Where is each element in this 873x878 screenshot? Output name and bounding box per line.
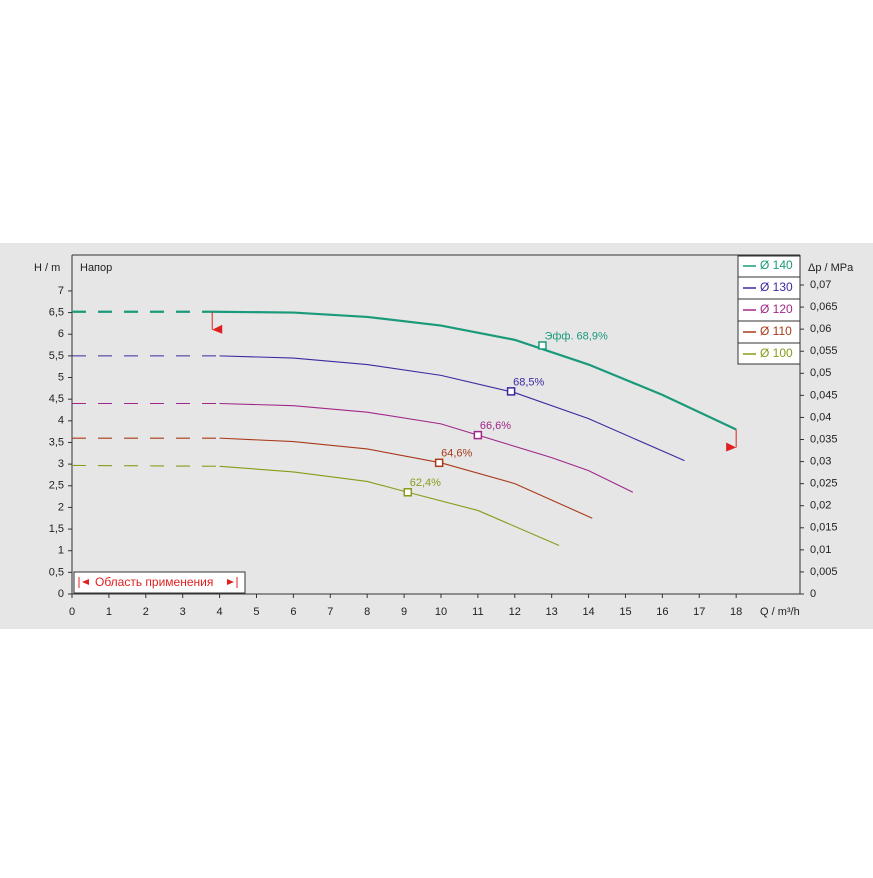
line (219, 465, 560, 547)
x-tick-label: 11 (472, 606, 483, 618)
x-tick-label: 3 (180, 606, 186, 618)
x-tick-label: 18 (730, 606, 742, 618)
chart-title: Напор (80, 262, 112, 274)
y2-tick-label: 0,025 (810, 478, 838, 490)
x-tick-label: 9 (401, 606, 407, 618)
y2-tick-label: 0 (810, 588, 816, 600)
efficiency-point (403, 488, 413, 497)
x-tick-label: 2 (143, 606, 149, 618)
legend-label: Ø 130 (760, 280, 793, 294)
y-tick-label: 3,5 (49, 436, 64, 448)
x-tick-label: 0 (69, 606, 75, 618)
y2-tick-label: 0,055 (810, 345, 838, 357)
x-tick-label: 7 (327, 606, 333, 618)
y2-tick-label: 0,07 (810, 279, 831, 291)
y-tick-label: 0,5 (49, 566, 64, 578)
y2-tick-label: 0,05 (810, 367, 831, 379)
x-tick-label: 4 (217, 606, 223, 618)
y2-tick-label: 0,005 (810, 566, 838, 578)
x-tick-label: 15 (619, 606, 631, 618)
line (219, 355, 685, 462)
y-tick-label: 6 (58, 328, 64, 340)
efficiency-label: 64,6% (441, 448, 472, 460)
line (212, 310, 737, 431)
y2-tick-label: 0,015 (810, 522, 838, 534)
y-tick-label: 5 (58, 371, 64, 383)
x-tick-label: 12 (509, 606, 521, 618)
x-tick-label: 10 (435, 606, 447, 618)
range-marker-arrow (212, 324, 223, 334)
legend-label: Ø 120 (760, 302, 793, 316)
efficiency-point (473, 430, 483, 440)
line (219, 437, 593, 519)
y-tick-label: 2,5 (49, 480, 64, 492)
legend-label: Ø 100 (760, 346, 793, 360)
range-label: Область применения (95, 575, 213, 589)
y2-tick-label: 0,04 (810, 411, 831, 423)
y-tick-label: 7 (58, 285, 64, 297)
y-tick-label: 1 (58, 545, 64, 557)
range-marker-arrow (726, 442, 737, 452)
efficiency-label: 68,5% (513, 376, 544, 388)
y-tick-label: 0 (58, 588, 64, 600)
y-tick-label: 6,5 (49, 306, 64, 318)
y2-tick-label: 0,02 (810, 500, 831, 512)
efficiency-point (434, 458, 444, 468)
y2-axis-label: Δp / MPa (808, 262, 854, 274)
y-tick-label: 1,5 (49, 523, 64, 535)
range-arrow (82, 579, 89, 585)
x-tick-label: 1 (106, 606, 112, 618)
efficiency-point (506, 387, 516, 396)
y-tick-label: 2 (58, 501, 64, 513)
y2-tick-label: 0,03 (810, 455, 831, 467)
y2-tick-label: 0,06 (810, 323, 831, 335)
x-axis-label: Q / m³/h (760, 606, 800, 618)
efficiency-label: 62,4% (410, 477, 441, 489)
line (219, 402, 634, 493)
y-tick-label: 5,5 (49, 350, 64, 362)
y-axis-label: H / m (34, 262, 60, 274)
y2-tick-label: 0,045 (810, 389, 838, 401)
x-tick-label: 5 (253, 606, 259, 618)
range-box (73, 571, 246, 594)
efficiency-point (538, 341, 547, 350)
y-tick-label: 4 (58, 415, 64, 427)
legend-label: Ø 110 (760, 324, 792, 338)
chart-background (0, 243, 873, 629)
efficiency-label: 66,6% (480, 420, 511, 432)
y2-tick-label: 0,035 (810, 433, 838, 445)
x-tick-label: 16 (656, 606, 668, 618)
x-tick-label: 6 (290, 606, 296, 618)
y-tick-label: 3 (58, 458, 64, 470)
efficiency-label: Эфф. 68,9% (544, 330, 608, 342)
x-tick-label: 14 (582, 606, 594, 618)
legend-label: Ø 140 (760, 258, 793, 272)
x-tick-label: 17 (693, 606, 705, 618)
x-tick-label: 13 (546, 606, 558, 618)
y2-tick-label: 0,01 (810, 544, 831, 556)
y-tick-label: 4,5 (49, 393, 64, 405)
y2-tick-label: 0,065 (810, 301, 838, 313)
x-tick-label: 8 (364, 606, 370, 618)
range-arrow (227, 579, 234, 585)
